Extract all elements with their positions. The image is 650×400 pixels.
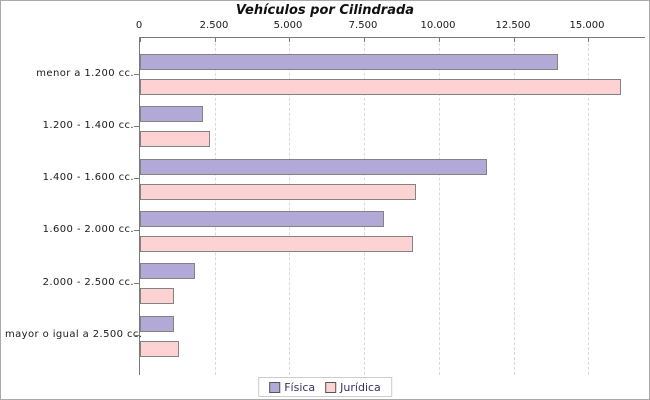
x-axis-tick-0 xyxy=(140,38,141,42)
y-axis-tick-1 xyxy=(134,126,139,127)
bar-juridica-3 xyxy=(140,236,413,252)
gridline-5000 xyxy=(289,38,290,375)
bar-juridica-0 xyxy=(140,79,621,95)
x-axis-tick-2500 xyxy=(215,38,216,42)
chart-title: Vehículos por Cilindrada xyxy=(235,3,415,18)
legend: Física Jurídica xyxy=(258,377,392,397)
bar-fisica-5 xyxy=(140,316,174,332)
x-axis-tick-label: 0 xyxy=(135,20,143,31)
legend-entry-juridica: Jurídica xyxy=(325,381,381,394)
y-axis-tick-4 xyxy=(134,283,139,284)
bar-juridica-5 xyxy=(140,341,179,357)
x-axis-tick-10000 xyxy=(439,38,440,42)
bar-juridica-2 xyxy=(140,184,416,200)
legend-swatch-fisica xyxy=(269,381,281,393)
category-label: 1.400 - 1.600 cc. xyxy=(42,172,134,183)
y-axis-tick-2 xyxy=(134,178,139,179)
bar-fisica-2 xyxy=(140,159,487,175)
x-axis-tick-label: 7.500 xyxy=(348,20,378,31)
bar-fisica-3 xyxy=(140,211,384,227)
gridline-12500 xyxy=(514,38,515,375)
x-axis-tick-label: 15.000 xyxy=(569,20,605,31)
legend-label-juridica: Jurídica xyxy=(340,380,381,394)
x-axis-tick-label: 2.500 xyxy=(199,20,229,31)
legend-swatch-juridica xyxy=(325,381,337,393)
y-axis-tick-3 xyxy=(134,230,139,231)
legend-entry-fisica: Física xyxy=(269,381,315,394)
category-label: menor a 1.200 cc. xyxy=(36,68,134,79)
bar-juridica-1 xyxy=(140,131,210,147)
x-axis-tick-label: 5.000 xyxy=(273,20,303,31)
category-label: 1.600 - 2.000 cc. xyxy=(42,224,134,235)
x-axis-tick-7500 xyxy=(364,38,365,42)
x-axis-tick-label: 10.000 xyxy=(420,20,456,31)
gridline-15000 xyxy=(588,38,589,375)
x-axis-tick-15000 xyxy=(588,38,589,42)
legend-label-fisica: Física xyxy=(284,380,316,394)
bar-fisica-0 xyxy=(140,54,558,70)
plot-area xyxy=(139,37,645,375)
gridline-7500 xyxy=(364,38,365,375)
bar-juridica-4 xyxy=(140,288,174,304)
y-axis-tick-0 xyxy=(134,74,139,75)
gridline-10000 xyxy=(439,38,440,375)
bar-fisica-4 xyxy=(140,263,195,279)
gridline-2500 xyxy=(215,38,216,375)
x-axis-tick-label: 12.500 xyxy=(495,20,531,31)
bar-fisica-1 xyxy=(140,106,203,122)
category-label: 1.200 - 1.400 cc. xyxy=(42,120,134,131)
x-axis-tick-12500 xyxy=(514,38,515,42)
category-label: 2.000 - 2.500 cc. xyxy=(42,277,134,288)
y-axis-tick-5 xyxy=(134,335,139,336)
x-axis-tick-5000 xyxy=(289,38,290,42)
category-label: mayor o igual a 2.500 cc. xyxy=(5,329,143,340)
